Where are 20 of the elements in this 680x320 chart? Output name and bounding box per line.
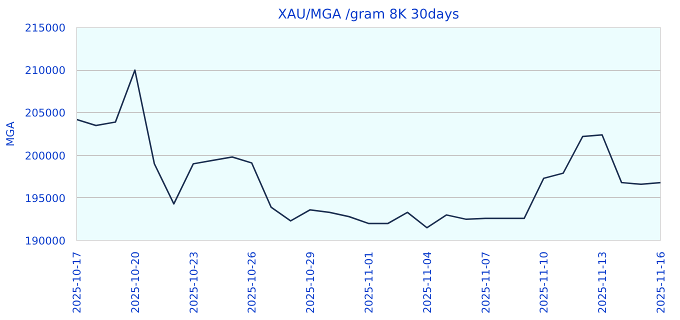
x-tick-label: 2025-11-13 — [596, 251, 610, 314]
x-tick-label: 2025-11-04 — [420, 251, 434, 314]
y-tick-label: 215000 — [24, 22, 66, 34]
x-tick-label: 2025-10-29 — [304, 251, 318, 314]
x-tick-label: 2025-10-23 — [187, 251, 200, 314]
x-tick-label: 2025-11-10 — [538, 251, 551, 314]
y-tick-label: 200000 — [24, 149, 66, 162]
y-tick-label: 205000 — [24, 106, 66, 120]
y-tick-label: 195000 — [24, 192, 66, 205]
y-axis-title: MGA — [4, 120, 17, 146]
line-series — [76, 69, 660, 228]
x-tick-label: 2025-11-01 — [362, 251, 376, 314]
y-tick-label: 190000 — [24, 234, 66, 248]
x-tick-label: 2025-10-26 — [246, 251, 259, 314]
x-tick-label: 2025-10-20 — [128, 251, 142, 314]
x-tick-label: 2025-11-16 — [654, 251, 668, 314]
x-tick-label: 2025-10-17 — [70, 251, 84, 314]
chart-title: XAU/MGA /gram 8K 30days — [278, 8, 460, 22]
x-tick-label: 2025-11-07 — [479, 251, 492, 314]
y-tick-label: 210000 — [24, 64, 66, 78]
